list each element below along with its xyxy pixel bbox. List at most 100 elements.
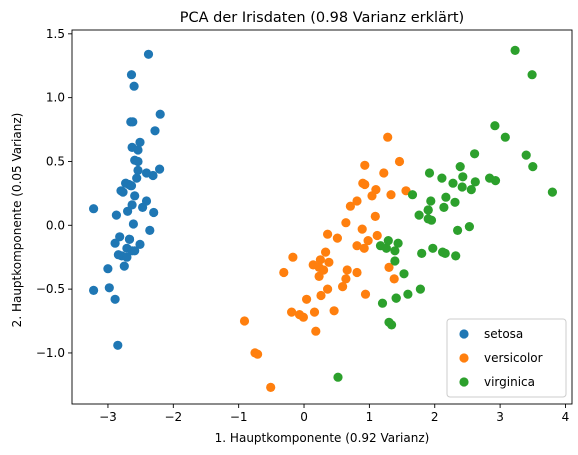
point-versicolor-44 [323, 284, 333, 294]
point-virginica-35 [500, 132, 510, 142]
point-versicolor-23 [359, 243, 369, 253]
point-setosa-3 [119, 261, 129, 271]
point-setosa-43 [141, 196, 152, 206]
point-virginica-42 [391, 293, 401, 303]
point-setosa-47 [113, 250, 123, 260]
point-versicolor-36 [379, 168, 389, 178]
point-setosa-8 [110, 294, 120, 304]
point-setosa-2 [110, 238, 120, 248]
y-tick-label: 1.5 [46, 27, 65, 41]
point-virginica-48 [423, 205, 433, 215]
point-versicolor-18 [360, 289, 371, 299]
point-versicolor-26 [386, 190, 396, 200]
point-versicolor-15 [360, 160, 370, 170]
legend-marker-setosa [459, 329, 469, 339]
point-virginica-0 [464, 222, 474, 232]
point-setosa-10 [135, 137, 145, 147]
legend-marker-virginica [459, 377, 469, 387]
point-virginica-30 [485, 173, 495, 183]
point-versicolor-19 [302, 294, 312, 304]
point-virginica-47 [414, 210, 424, 220]
point-setosa-49 [123, 206, 133, 216]
point-virginica-2 [470, 177, 480, 187]
x-axis-ticks: −3 −2 −1 0 1 2 3 4 [99, 404, 569, 424]
point-versicolor-49 [319, 265, 329, 275]
point-setosa-35 [111, 210, 121, 220]
point-virginica-37 [423, 214, 433, 224]
point-virginica-29 [455, 162, 465, 172]
point-virginica-24 [448, 178, 458, 188]
point-virginica-22 [528, 162, 538, 172]
point-setosa-45 [122, 252, 132, 262]
point-versicolor-10 [266, 382, 276, 392]
point-setosa-40 [118, 187, 128, 197]
x-tick-label: 1 [366, 410, 374, 424]
y-axis-ticks: −1.0 −0.5 0.0 0.5 1.0 1.5 [36, 27, 72, 360]
point-virginica-10 [407, 190, 418, 200]
x-axis-title: 1. Hauptkomponente (0.92 Varianz) [215, 431, 430, 445]
point-virginica-27 [383, 236, 393, 246]
point-setosa-5 [150, 126, 160, 136]
point-virginica-12 [441, 192, 451, 202]
point-versicolor-20 [372, 230, 382, 241]
point-setosa-6 [115, 232, 125, 242]
point-virginica-14 [403, 289, 413, 299]
point-virginica-43 [466, 185, 476, 195]
point-versicolor-46 [324, 257, 334, 267]
point-versicolor-3 [311, 326, 321, 336]
point-versicolor-14 [288, 252, 298, 262]
point-setosa-39 [130, 191, 140, 201]
point-virginica-4 [453, 225, 463, 235]
point-setosa-31 [141, 168, 152, 178]
point-versicolor-32 [308, 260, 318, 270]
point-setosa-14 [126, 70, 137, 80]
point-versicolor-21 [323, 229, 333, 239]
point-versicolor-40 [329, 306, 339, 316]
legend-marker-versicolor [459, 353, 469, 363]
point-versicolor-42 [314, 271, 324, 281]
point-virginica-33 [393, 238, 403, 248]
chart-title: PCA der Irisdaten (0.98 Varianz erklärt) [180, 10, 464, 26]
point-setosa-23 [149, 207, 159, 218]
x-tick-label: −2 [164, 410, 182, 424]
data-points [89, 45, 558, 392]
point-setosa-32 [126, 117, 136, 127]
point-versicolor-33 [389, 274, 399, 284]
y-tick-label: 0.5 [46, 154, 65, 168]
point-versicolor-47 [341, 218, 351, 228]
x-tick-label: 3 [496, 410, 504, 424]
point-versicolor-30 [294, 310, 305, 320]
point-setosa-27 [132, 173, 142, 183]
point-versicolor-8 [367, 191, 377, 201]
point-versicolor-37 [352, 267, 362, 278]
legend: setosa versicolor virginica [446, 318, 567, 398]
point-setosa-38 [104, 283, 114, 293]
point-versicolor-13 [363, 236, 373, 246]
point-setosa-34 [124, 234, 135, 244]
point-virginica-21 [377, 298, 388, 308]
point-versicolor-25 [358, 178, 368, 188]
point-virginica-31 [510, 45, 520, 56]
point-setosa-25 [135, 239, 145, 249]
x-tick-label: 4 [562, 410, 570, 424]
point-versicolor-39 [309, 307, 320, 317]
y-tick-label: −1.0 [36, 346, 65, 360]
point-versicolor-4 [370, 211, 380, 221]
point-versicolor-38 [315, 255, 325, 265]
point-setosa-18 [155, 109, 165, 119]
point-virginica-49 [390, 256, 400, 266]
legend-label-setosa: setosa [484, 327, 523, 341]
point-virginica-36 [439, 202, 449, 212]
point-virginica-18 [547, 187, 558, 197]
point-virginica-20 [458, 172, 468, 182]
point-virginica-41 [424, 168, 435, 178]
point-setosa-48 [133, 145, 143, 155]
point-setosa-33 [129, 81, 139, 91]
plot-frame [71, 29, 573, 405]
point-setosa-24 [145, 225, 155, 235]
legend-label-versicolor: versicolor [484, 351, 543, 365]
y-axis-title: 2. Hauptkomponente (0.05 Varianz) [10, 113, 24, 328]
point-versicolor-24 [345, 201, 355, 211]
legend-box [446, 318, 567, 398]
